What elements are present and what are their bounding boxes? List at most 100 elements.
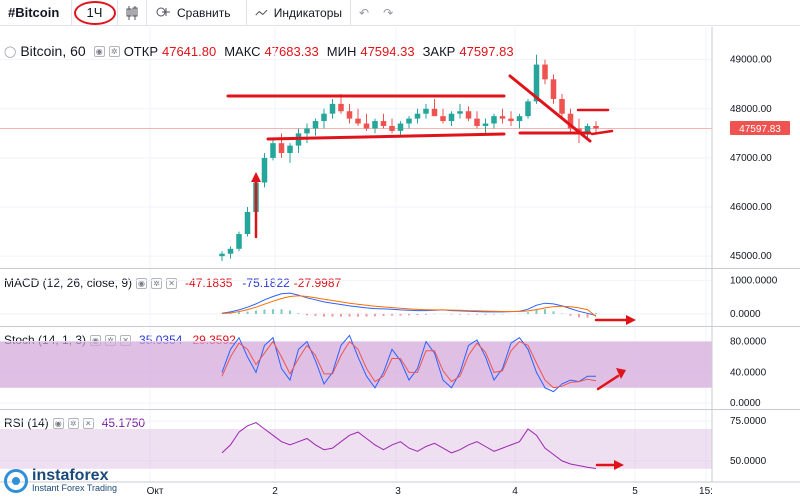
candle-body-27 <box>448 113 455 122</box>
stoch-settings-icon[interactable]: ✲ <box>105 334 117 346</box>
macd-visibility-icon[interactable]: ◉ <box>136 277 148 289</box>
low-value: 47594.33 <box>360 43 415 59</box>
stoch-y-tick-1: 40.0000 <box>730 367 767 378</box>
candle-body-9 <box>295 133 302 146</box>
stoch-y-tick-2: 0.0000 <box>730 398 761 409</box>
candle-body-21 <box>397 123 404 131</box>
candle-body-3 <box>244 211 251 235</box>
candle-body-2 <box>236 234 242 249</box>
watermark: instaforex Instant Forex Trading <box>4 468 117 493</box>
candle-body-31 <box>482 123 489 126</box>
rsi-settings-icon[interactable]: ✲ <box>67 417 79 429</box>
main-y-tick-4: 45000.00 <box>730 251 772 262</box>
pane-divider-stoch[interactable] <box>0 326 800 327</box>
high-label: МАКС <box>224 43 261 59</box>
indicator-lines <box>221 292 597 469</box>
macd-legend: MACD (12, 26, close, 9) ◉ ✲ ✕ -47.1835 -… <box>4 276 341 290</box>
open-value: 47641.80 <box>161 43 217 59</box>
rsi-close-icon[interactable]: ✕ <box>82 417 94 429</box>
stoch-arrow-shaft <box>596 374 620 391</box>
candle-body-37 <box>533 64 540 102</box>
candle-body-34 <box>508 118 514 122</box>
rsi-y-tick-1: 50.0000 <box>730 456 767 467</box>
compare-button[interactable]: Сравнить <box>147 0 247 26</box>
main-y-tick-0: 49000.00 <box>730 55 772 66</box>
x-tick-labels: Окт 2 3 4 5 15: <box>147 486 713 497</box>
stoch-y-tick-0: 80.0000 <box>730 337 767 348</box>
candle-body-15 <box>346 111 353 119</box>
high-value: 47683.33 <box>264 43 319 59</box>
indicators-label: Индикаторы <box>273 5 342 20</box>
descending-trendline <box>508 74 592 143</box>
candle-body-4 <box>253 182 259 212</box>
instaforex-logo-icon <box>4 468 28 493</box>
candles <box>219 54 599 262</box>
candle-body-8 <box>287 145 293 153</box>
support-line <box>266 132 506 141</box>
undo-icon[interactable]: ↶ <box>359 5 370 20</box>
main-legend: ◯ Bitcoin, 60 ◉ ✲ ОТКР 47641.80 МАКС 47683… <box>4 43 514 59</box>
macd-settings-icon[interactable]: ✲ <box>151 277 163 289</box>
target-line-lower <box>590 129 614 136</box>
stoch-close-icon[interactable]: ✕ <box>120 334 132 346</box>
top-toolbar: #Bitcoin 1Ч Сравнить Индикаторы ↶ ↷ <box>0 0 800 26</box>
visibility-icon[interactable]: ◉ <box>93 45 105 57</box>
favorite-icon[interactable]: ◯ <box>4 45 17 58</box>
macd-value-2: -75.1822 <box>242 276 290 290</box>
interval-selector[interactable]: 1Ч <box>72 0 118 26</box>
rsi-visibility-icon[interactable]: ◉ <box>52 417 64 429</box>
macd-name: MACD (12, 26, close, 9) <box>4 276 133 290</box>
indicators-button[interactable]: Индикаторы <box>247 0 351 26</box>
candle-body-43 <box>584 125 591 134</box>
candle-body-28 <box>457 111 463 114</box>
stoch-legend: Stoch (14, 1, 3) ◉ ✲ ✕ 35.0354 29.3592 <box>4 333 236 347</box>
macd-value-3: -27.9987 <box>293 276 342 290</box>
candle-body-38 <box>542 64 548 80</box>
candle-body-19 <box>380 121 387 126</box>
watermark-subtitle: Instant Forex Trading <box>32 483 118 493</box>
macd-close-icon[interactable]: ✕ <box>166 277 178 289</box>
candle-body-6 <box>270 143 276 158</box>
candle-body-20 <box>389 125 395 131</box>
candle-body-24 <box>423 108 429 114</box>
stoch-d-line <box>221 340 597 389</box>
x-tick-4: 5 <box>632 486 638 497</box>
stoch-arrow-head <box>616 368 626 379</box>
watermark-brand: instaforex <box>32 467 109 484</box>
interval-highlight-ring <box>74 0 116 25</box>
low-label: МИН <box>326 43 357 59</box>
price-tag-text: 47597.83 <box>739 124 781 135</box>
macd-signal-line <box>221 295 597 317</box>
x-tick-0: Окт <box>147 486 164 497</box>
candle-body-1 <box>227 248 234 254</box>
open-label: ОТКР <box>123 43 158 59</box>
pane-divider-macd[interactable] <box>0 268 800 269</box>
stoch-value-2: 29.3592 <box>192 333 236 347</box>
candles-icon <box>126 5 138 20</box>
candle-body-35 <box>516 116 523 122</box>
redo-icon[interactable]: ↷ <box>383 5 394 20</box>
candle-body-26 <box>440 116 446 122</box>
stoch-k-line <box>221 334 596 393</box>
symbol-selector[interactable]: #Bitcoin <box>0 0 72 26</box>
x-tick-1: 2 <box>272 486 278 497</box>
main-title: Bitcoin, 60 <box>20 43 86 59</box>
candle-body-25 <box>431 108 438 117</box>
annotations <box>226 74 636 470</box>
symbol-label: #Bitcoin <box>8 5 60 20</box>
settings-icon[interactable]: ✲ <box>108 45 120 57</box>
chart-type-button[interactable] <box>118 0 147 26</box>
candle-body-41 <box>567 113 574 129</box>
candle-body-10 <box>304 128 310 134</box>
rsi-y-tick-0: 75.0000 <box>730 416 767 427</box>
rsi-name: RSI (14) <box>4 416 49 430</box>
candle-body-29 <box>465 111 472 119</box>
main-y-tick-3: 46000.00 <box>730 202 772 213</box>
candle-body-7 <box>278 143 285 153</box>
rsi-line <box>221 422 597 469</box>
x-tick-5: 15: <box>699 486 713 497</box>
rsi-legend: RSI (14) ◉ ✲ ✕ 45.1750 <box>4 416 145 430</box>
y-tick-labels: 49000.00 48000.00 47000.00 46000.00 45000.00… <box>730 55 778 467</box>
pane-divider-rsi[interactable] <box>0 409 800 410</box>
stoch-visibility-icon[interactable]: ◉ <box>90 334 102 346</box>
